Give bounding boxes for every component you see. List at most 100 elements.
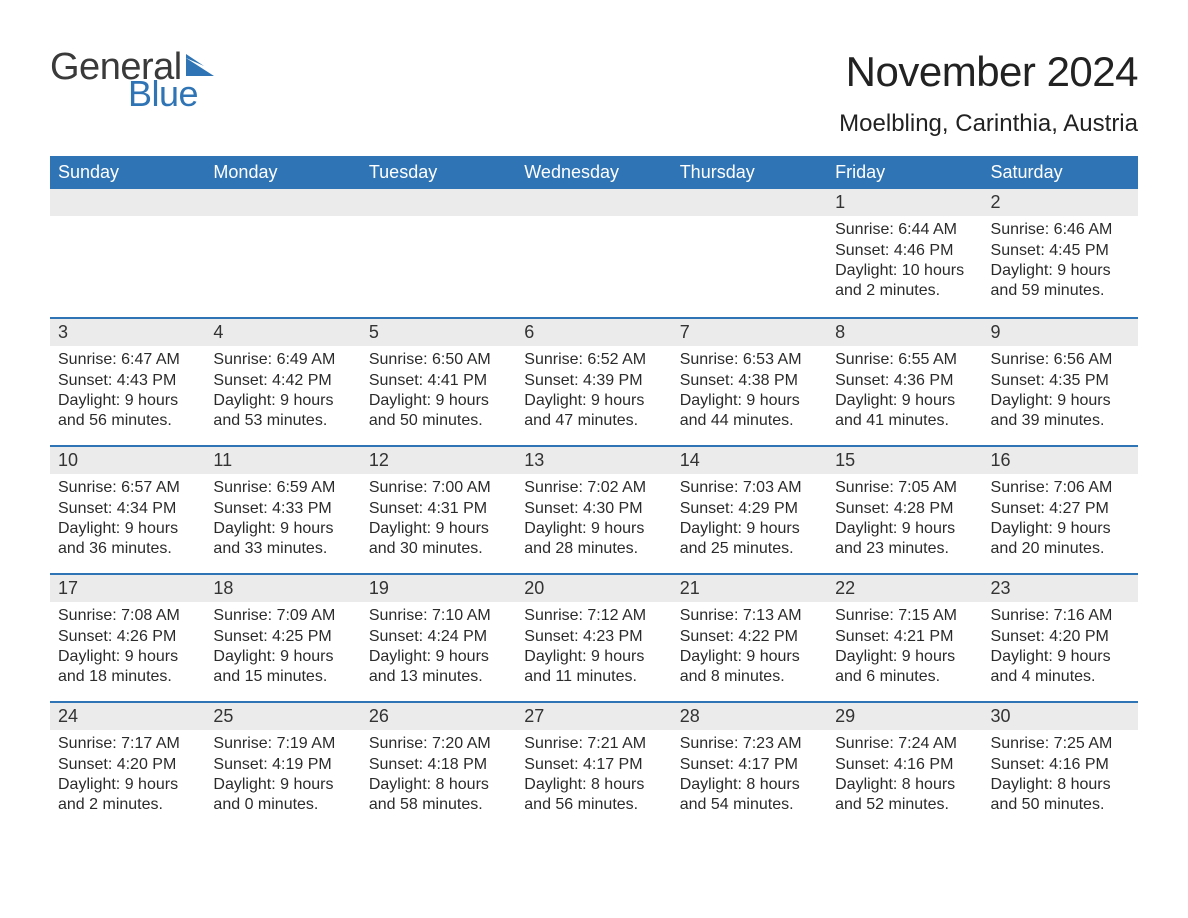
calendar-day-empty [516, 189, 671, 317]
sunrise-line: Sunrise: 6:57 AM [58, 478, 197, 498]
weekday-header: Saturday [983, 156, 1138, 189]
sunset-line: Sunset: 4:16 PM [991, 755, 1130, 775]
sunrise-line: Sunrise: 7:23 AM [680, 734, 819, 754]
calendar-day: 14Sunrise: 7:03 AMSunset: 4:29 PMDayligh… [672, 447, 827, 573]
weekday-header: Tuesday [361, 156, 516, 189]
day-number [361, 189, 516, 216]
calendar-day: 9Sunrise: 6:56 AMSunset: 4:35 PMDaylight… [983, 319, 1138, 445]
sunrise-line: Sunrise: 6:55 AM [835, 350, 974, 370]
calendar-week: 1Sunrise: 6:44 AMSunset: 4:46 PMDaylight… [50, 189, 1138, 317]
daylight-line: Daylight: 9 hours and 44 minutes. [680, 391, 819, 432]
daylight-line: Daylight: 8 hours and 56 minutes. [524, 775, 663, 816]
sunrise-line: Sunrise: 7:24 AM [835, 734, 974, 754]
day-number: 19 [361, 575, 516, 602]
calendar-day: 5Sunrise: 6:50 AMSunset: 4:41 PMDaylight… [361, 319, 516, 445]
day-number: 21 [672, 575, 827, 602]
day-number: 30 [983, 703, 1138, 730]
sunrise-line: Sunrise: 7:03 AM [680, 478, 819, 498]
sunset-line: Sunset: 4:16 PM [835, 755, 974, 775]
sunset-line: Sunset: 4:38 PM [680, 371, 819, 391]
day-number: 29 [827, 703, 982, 730]
daylight-line: Daylight: 8 hours and 54 minutes. [680, 775, 819, 816]
daylight-line: Daylight: 9 hours and 25 minutes. [680, 519, 819, 560]
calendar-week: 3Sunrise: 6:47 AMSunset: 4:43 PMDaylight… [50, 317, 1138, 445]
sunset-line: Sunset: 4:17 PM [524, 755, 663, 775]
sunset-line: Sunset: 4:21 PM [835, 627, 974, 647]
sunset-line: Sunset: 4:33 PM [213, 499, 352, 519]
calendar-week: 10Sunrise: 6:57 AMSunset: 4:34 PMDayligh… [50, 445, 1138, 573]
daylight-line: Daylight: 9 hours and 47 minutes. [524, 391, 663, 432]
day-number: 17 [50, 575, 205, 602]
sunrise-line: Sunrise: 7:02 AM [524, 478, 663, 498]
brand-word2: Blue [128, 76, 198, 112]
daylight-line: Daylight: 9 hours and 59 minutes. [991, 261, 1130, 302]
day-number: 4 [205, 319, 360, 346]
calendar-day: 30Sunrise: 7:25 AMSunset: 4:16 PMDayligh… [983, 703, 1138, 829]
sunset-line: Sunset: 4:27 PM [991, 499, 1130, 519]
day-number: 28 [672, 703, 827, 730]
sunrise-line: Sunrise: 7:12 AM [524, 606, 663, 626]
calendar-day: 6Sunrise: 6:52 AMSunset: 4:39 PMDaylight… [516, 319, 671, 445]
weekday-header: Monday [205, 156, 360, 189]
day-number: 27 [516, 703, 671, 730]
calendar-day: 18Sunrise: 7:09 AMSunset: 4:25 PMDayligh… [205, 575, 360, 701]
weekday-header: Wednesday [516, 156, 671, 189]
calendar-day: 20Sunrise: 7:12 AMSunset: 4:23 PMDayligh… [516, 575, 671, 701]
daylight-line: Daylight: 9 hours and 50 minutes. [369, 391, 508, 432]
sunset-line: Sunset: 4:31 PM [369, 499, 508, 519]
sunrise-line: Sunrise: 7:13 AM [680, 606, 819, 626]
sunrise-line: Sunrise: 7:16 AM [991, 606, 1130, 626]
day-number: 18 [205, 575, 360, 602]
sunset-line: Sunset: 4:45 PM [991, 241, 1130, 261]
sunset-line: Sunset: 4:43 PM [58, 371, 197, 391]
daylight-line: Daylight: 9 hours and 23 minutes. [835, 519, 974, 560]
calendar-day: 24Sunrise: 7:17 AMSunset: 4:20 PMDayligh… [50, 703, 205, 829]
calendar-day: 26Sunrise: 7:20 AMSunset: 4:18 PMDayligh… [361, 703, 516, 829]
page: General Blue November 2024 Moelbling, Ca… [0, 0, 1188, 869]
daylight-line: Daylight: 9 hours and 56 minutes. [58, 391, 197, 432]
sunset-line: Sunset: 4:26 PM [58, 627, 197, 647]
daylight-line: Daylight: 9 hours and 20 minutes. [991, 519, 1130, 560]
daylight-line: Daylight: 9 hours and 33 minutes. [213, 519, 352, 560]
daylight-line: Daylight: 9 hours and 2 minutes. [58, 775, 197, 816]
calendar-day: 8Sunrise: 6:55 AMSunset: 4:36 PMDaylight… [827, 319, 982, 445]
calendar-day: 2Sunrise: 6:46 AMSunset: 4:45 PMDaylight… [983, 189, 1138, 317]
calendar-day: 1Sunrise: 6:44 AMSunset: 4:46 PMDaylight… [827, 189, 982, 317]
day-number: 11 [205, 447, 360, 474]
day-number: 20 [516, 575, 671, 602]
daylight-line: Daylight: 9 hours and 0 minutes. [213, 775, 352, 816]
daylight-line: Daylight: 9 hours and 41 minutes. [835, 391, 974, 432]
day-number: 1 [827, 189, 982, 216]
day-number: 7 [672, 319, 827, 346]
day-number: 3 [50, 319, 205, 346]
calendar-day: 23Sunrise: 7:16 AMSunset: 4:20 PMDayligh… [983, 575, 1138, 701]
month-title: November 2024 [839, 48, 1138, 96]
calendar-day: 4Sunrise: 6:49 AMSunset: 4:42 PMDaylight… [205, 319, 360, 445]
calendar-day-empty [205, 189, 360, 317]
daylight-line: Daylight: 8 hours and 52 minutes. [835, 775, 974, 816]
day-number [672, 189, 827, 216]
sunrise-line: Sunrise: 6:59 AM [213, 478, 352, 498]
sunrise-line: Sunrise: 7:17 AM [58, 734, 197, 754]
day-number [205, 189, 360, 216]
sunset-line: Sunset: 4:17 PM [680, 755, 819, 775]
sunrise-line: Sunrise: 6:46 AM [991, 220, 1130, 240]
day-number: 25 [205, 703, 360, 730]
day-number [516, 189, 671, 216]
daylight-line: Daylight: 10 hours and 2 minutes. [835, 261, 974, 302]
sunset-line: Sunset: 4:20 PM [58, 755, 197, 775]
weekday-header-row: SundayMondayTuesdayWednesdayThursdayFrid… [50, 156, 1138, 189]
sunset-line: Sunset: 4:22 PM [680, 627, 819, 647]
sunrise-line: Sunrise: 6:49 AM [213, 350, 352, 370]
calendar-day: 22Sunrise: 7:15 AMSunset: 4:21 PMDayligh… [827, 575, 982, 701]
day-number: 5 [361, 319, 516, 346]
sunrise-line: Sunrise: 7:15 AM [835, 606, 974, 626]
sunset-line: Sunset: 4:28 PM [835, 499, 974, 519]
calendar-day-empty [50, 189, 205, 317]
daylight-line: Daylight: 9 hours and 11 minutes. [524, 647, 663, 688]
sunset-line: Sunset: 4:25 PM [213, 627, 352, 647]
sunset-line: Sunset: 4:35 PM [991, 371, 1130, 391]
sunset-line: Sunset: 4:19 PM [213, 755, 352, 775]
brand-logo: General Blue [50, 48, 220, 112]
day-number: 22 [827, 575, 982, 602]
